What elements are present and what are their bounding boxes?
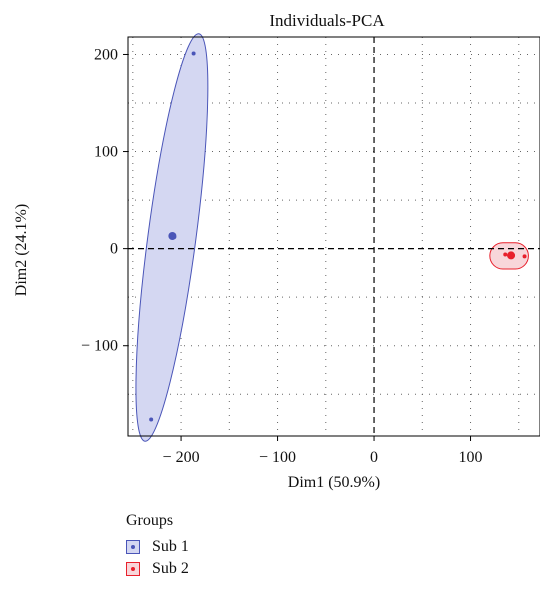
- legend-item-sub1: Sub 1: [126, 536, 189, 558]
- centroid-sub2: [507, 251, 516, 260]
- legend-label-sub2: Sub 2: [152, 560, 189, 577]
- ellipse-layer: [135, 33, 529, 442]
- legend-item-sub2: Sub 2: [126, 558, 189, 580]
- tick-layer: − 200 − 100 0 100 − 100 0 100 200: [81, 46, 483, 466]
- data-point-sub1: [191, 51, 196, 56]
- data-point-sub2: [522, 254, 527, 259]
- y-tick-label: − 100: [81, 338, 118, 355]
- pca-chart: − 200 − 100 0 100 − 100 0 100 200 Individuals-P…: [13, 11, 540, 491]
- x-tick-label: 100: [459, 449, 483, 466]
- x-tick-label: 0: [370, 449, 378, 466]
- legend: Groups Sub 1 Sub 2: [126, 512, 189, 580]
- legend-label-sub1: Sub 1: [152, 538, 189, 555]
- y-tick-label: 0: [110, 241, 118, 258]
- y-axis-label: Dim2 (24.1%): [13, 204, 30, 296]
- centroid-sub1: [168, 232, 177, 241]
- grid-layer: [128, 37, 540, 436]
- x-axis-label: Dim1 (50.9%): [288, 474, 380, 491]
- y-tick-label: 100: [94, 144, 118, 161]
- axis-layer: [128, 37, 540, 436]
- plot-border: [127, 36, 540, 437]
- data-point-sub2: [503, 252, 508, 257]
- legend-key-sub2: [126, 562, 140, 576]
- y-tick-label: 200: [94, 46, 118, 63]
- data-point-sub1: [149, 417, 154, 422]
- legend-key-sub1: [126, 540, 140, 554]
- x-tick-label: − 200: [163, 449, 200, 466]
- legend-title: Groups: [126, 512, 174, 529]
- points-layer: [149, 51, 527, 422]
- chart-title: Individuals-PCA: [269, 11, 385, 30]
- x-tick-label: − 100: [259, 449, 296, 466]
